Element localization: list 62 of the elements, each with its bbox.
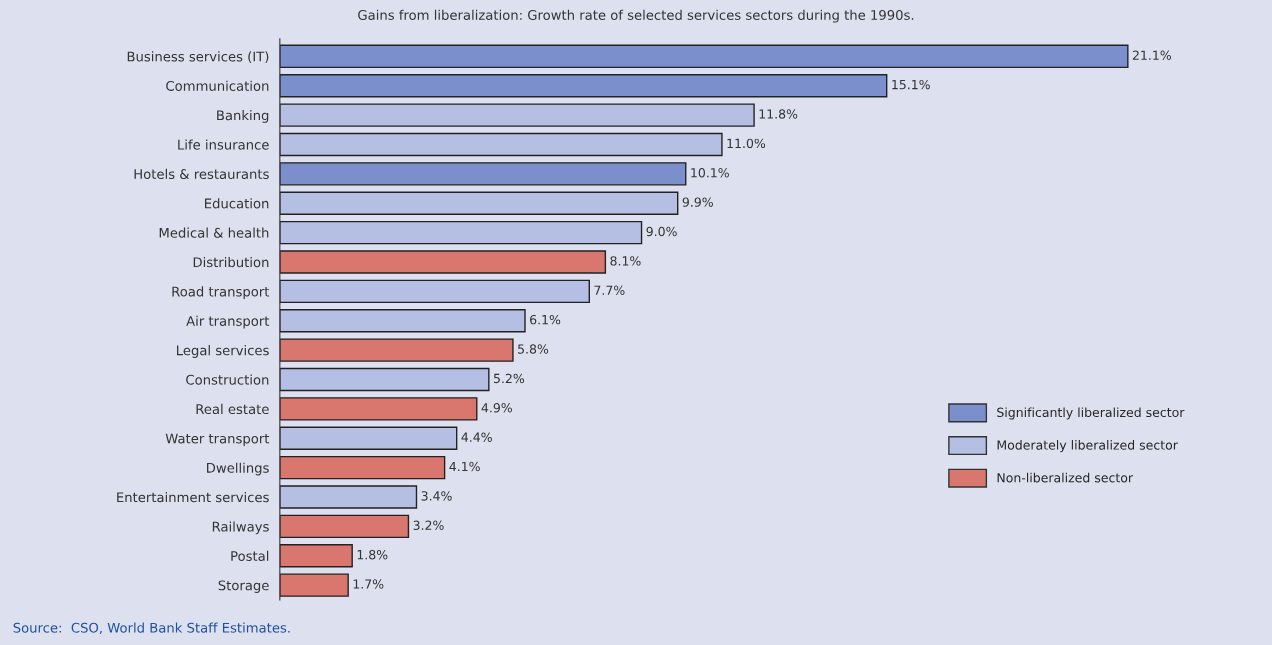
data-label: 9.0% — [646, 226, 677, 237]
y-tick-label: Education — [205, 198, 269, 209]
bar — [279, 338, 514, 362]
y-tick-label: Business services (IT) — [127, 51, 269, 64]
data-label: 4.4% — [461, 432, 492, 442]
bar — [279, 103, 755, 127]
y-tick-label: Medical & health — [159, 227, 269, 238]
data-label: 7.7% — [594, 285, 625, 295]
y-tick-label: Construction — [186, 374, 269, 385]
bar — [279, 279, 590, 304]
data-label: 4.1% — [449, 461, 480, 472]
y-tick-label: Life insurance — [178, 139, 269, 150]
data-label: 9.9% — [682, 197, 713, 207]
data-label: 4.9% — [481, 403, 512, 413]
data-label: 5.2% — [493, 373, 525, 384]
y-tick-label: Postal — [231, 550, 269, 561]
bar — [279, 367, 490, 392]
legend-label: Non-liberalized sector — [997, 472, 1134, 483]
data-label: 3.4% — [421, 491, 452, 501]
data-label: 15.1% — [892, 79, 930, 90]
y-tick-label: Legal services — [177, 345, 269, 358]
bar — [279, 573, 349, 597]
data-label: 3.2% — [413, 520, 444, 531]
data-label: 5.8% — [518, 344, 549, 354]
data-label: 21.1% — [1132, 50, 1172, 60]
legend-label: Significantly liberalized sector — [997, 407, 1185, 420]
y-tick-label: Water transport — [165, 433, 270, 447]
source-note: Source: CSO, World Bank Staff Estimates. — [13, 622, 290, 635]
y-tick-label: Storage — [218, 580, 269, 593]
bar — [279, 191, 679, 215]
y-tick-label: Distribution — [193, 256, 269, 268]
y-tick-label: Hotels & restaurants — [134, 168, 269, 180]
bar — [279, 220, 643, 245]
y-tick-label: Dwellings — [207, 462, 269, 476]
data-label: 11.0% — [727, 138, 766, 149]
legend-label: Moderately liberalized sector — [997, 440, 1178, 453]
data-label: 1.8% — [357, 549, 388, 560]
data-label: 8.1% — [610, 256, 641, 266]
data-label: 6.1% — [530, 314, 561, 325]
bar — [279, 426, 458, 450]
data-label: 1.7% — [353, 579, 384, 589]
bar — [279, 455, 446, 480]
bar — [279, 397, 478, 421]
data-label: 11.8% — [759, 109, 798, 119]
bar — [279, 132, 723, 157]
y-tick-label: Road transport — [172, 286, 270, 300]
bar — [279, 309, 526, 333]
bar — [279, 544, 353, 568]
bar — [279, 250, 607, 274]
y-tick-label: Air transport — [186, 315, 270, 329]
bar — [279, 162, 687, 186]
y-tick-label: Communication — [166, 80, 269, 91]
bar — [279, 485, 418, 509]
bar — [279, 514, 410, 539]
bar — [279, 73, 888, 98]
chart-title: Gains from liberalization: Growth rate of selected services sectors during the 1990s. — [358, 9, 914, 23]
y-tick-label: Railways — [212, 521, 269, 535]
bar — [279, 44, 1129, 69]
data-label: 10.1% — [691, 168, 729, 178]
y-tick-label: Entertainment services — [117, 492, 269, 503]
y-tick-label: Banking — [217, 110, 269, 123]
y-tick-label: Real estate — [196, 403, 269, 415]
